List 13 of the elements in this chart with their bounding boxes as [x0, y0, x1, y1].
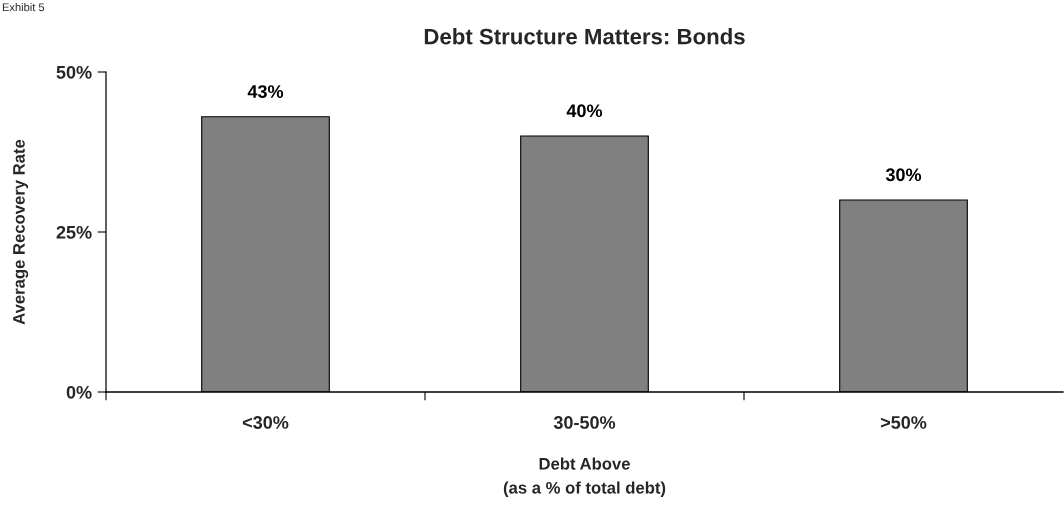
x-tick-label: >50%: [880, 416, 927, 429]
x-tick-label: <30%: [242, 416, 289, 429]
data-label: 40%: [566, 104, 603, 118]
y-tick-label: 25%: [56, 225, 92, 239]
x-tick-label: 30-50%: [553, 416, 616, 429]
data-label: 43%: [247, 85, 284, 98]
y-tick-label: 0%: [66, 385, 92, 399]
y-axis-title: Average Recovery Rate: [13, 139, 29, 325]
data-label: 30%: [885, 168, 922, 182]
chart-title: Debt Structure Matters: Bonds: [424, 28, 745, 45]
text: Exhibit 5: [2, 3, 45, 12]
y-tick-label: 50%: [56, 65, 92, 79]
x-axis-title: Debt Above (as a % of total debt): [503, 457, 666, 497]
